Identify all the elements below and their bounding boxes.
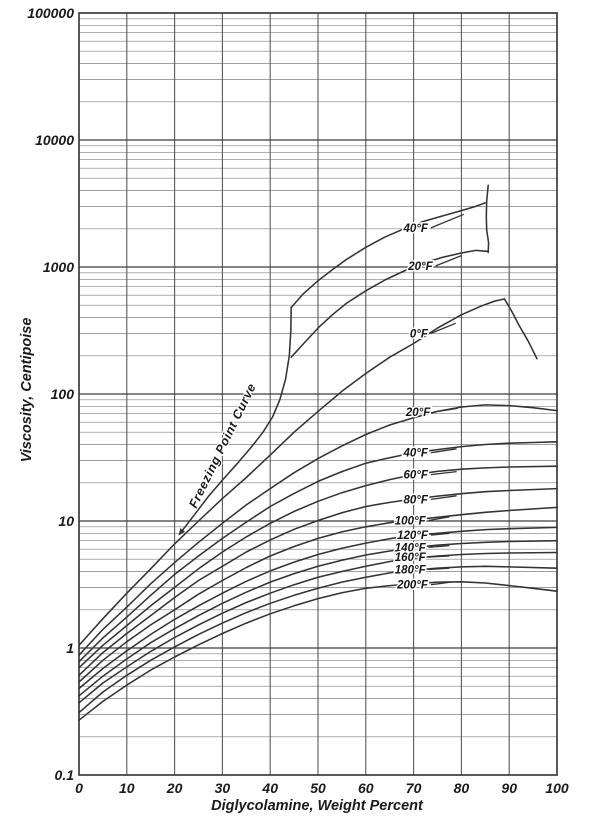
curve-0f-label: 0°F (410, 328, 429, 340)
curve-180f-leader (428, 567, 450, 571)
curve-140f-leader (428, 544, 450, 549)
curve-200f-leader (430, 581, 451, 586)
x-tick-label: 10 (119, 780, 135, 796)
plot-frame (78, 12, 558, 776)
curve-160f (78, 551, 558, 704)
x-tick-label: 80 (454, 780, 470, 796)
curve-20f (78, 404, 558, 656)
curve-120f (78, 526, 558, 690)
x-axis-title: Diglycolamine, Weight Percent (211, 798, 423, 814)
curve-120f-label: 120°F (397, 530, 429, 542)
curve-0f (78, 298, 506, 647)
curve-140f (78, 539, 558, 697)
y-tick-label: 100 (51, 386, 75, 402)
curve-20f-high (290, 249, 488, 358)
curve-100f (78, 506, 558, 683)
curve-200f-label: 200°F (396, 580, 429, 592)
curve-40f (78, 441, 558, 663)
curve-20f-label: 20°F (405, 407, 431, 419)
curve-60f-leader (430, 470, 457, 476)
curve-80f-leader (430, 495, 457, 501)
curve-40f-label: 40°F (402, 448, 428, 460)
freezing-right-arc (485, 184, 490, 254)
grid-major-horizontal (79, 139, 557, 649)
x-tick-label: 90 (501, 780, 517, 796)
curve-100f-label: 100°F (395, 516, 427, 528)
curve-180f-label: 180°F (395, 565, 427, 577)
x-tick-label: 100 (545, 780, 569, 796)
curve-140f-label: 140°F (395, 542, 427, 554)
x-tick-label: 0 (75, 780, 83, 796)
y-axis-title: Viscosity, Centipoise (19, 317, 35, 463)
x-tick-label: 30 (215, 780, 231, 796)
curve-labels: 40°F 20°F 0°F 20°F 40°F 60°F 80°F 100°F 120°F140… (393, 213, 465, 593)
curve-20f-high-label: 20°F (407, 261, 433, 273)
x-tick-label: 70 (406, 780, 422, 796)
curve-40f-high-leader (430, 213, 465, 229)
curve-80f (78, 487, 558, 677)
y-tick-label: 10 (58, 513, 74, 529)
axis-tick-labels: 0 10 20 30 40 50 60 70 80 90 100 0.1 1 10 100 1000 10000… (27, 5, 569, 796)
curve-0f-leader (430, 322, 456, 335)
x-tick-label: 50 (310, 780, 326, 796)
y-tick-label: 0.1 (55, 767, 75, 783)
curve-80f-label: 80°F (403, 494, 428, 506)
y-tick-label: 100000 (27, 5, 74, 21)
freezing-point-curve (181, 306, 292, 531)
curve-180f (78, 565, 558, 714)
curve-60f (78, 465, 558, 669)
y-tick-label: 1 (66, 640, 74, 656)
curve-160f-label: 160°F (395, 552, 427, 564)
x-tick-label: 60 (358, 780, 374, 796)
curve-100f-leader (428, 516, 450, 522)
curve-200f (78, 581, 558, 721)
curves (78, 184, 558, 721)
curve-40f-high-label: 40°F (402, 223, 428, 235)
curve-0f-right-branch (503, 298, 538, 360)
curve-40f-leader (430, 448, 457, 454)
curve-160f-leader (428, 555, 450, 558)
freezing-point-curve-arrowhead (178, 528, 186, 536)
y-tick-label: 10000 (35, 132, 74, 148)
curve-60f-label: 60°F (403, 470, 428, 482)
y-tick-label: 1000 (43, 259, 74, 275)
curve-20f-leader (433, 407, 458, 413)
curve-120f-leader (430, 532, 450, 536)
curve-40f-high (290, 202, 487, 309)
x-tick-label: 20 (166, 780, 183, 796)
curve-20f-high-leader (435, 254, 462, 267)
x-tick-label: 40 (261, 780, 278, 796)
